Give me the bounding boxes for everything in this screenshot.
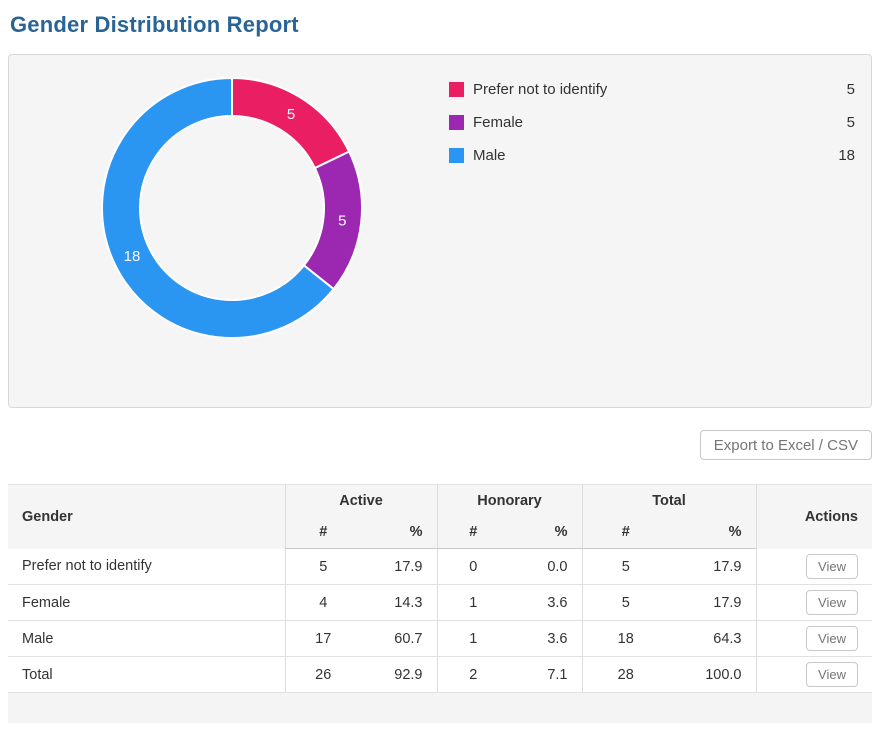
column-header-honorary: Honorary (437, 485, 582, 517)
table-footer (8, 693, 872, 723)
donut-chart: 5 5 18 (9, 55, 473, 408)
donut-segment-value: 18 (124, 248, 141, 265)
legend-label: Prefer not to identify (473, 81, 847, 98)
actions-cell: View (756, 657, 872, 693)
column-header-active: Active (285, 485, 437, 517)
column-header-total: Total (582, 485, 756, 517)
gender-cell: Total (8, 657, 285, 693)
actions-cell: View (756, 585, 872, 621)
legend-swatch (449, 115, 464, 130)
donut-segment-prefer-not-to-identify[interactable] (232, 78, 349, 168)
chart-legend: Prefer not to identify5Female5Male18 (449, 73, 855, 172)
total-count-cell: 5 (582, 585, 669, 621)
view-button[interactable]: View (806, 590, 858, 615)
gender-cell: Prefer not to identify (8, 549, 285, 585)
table-row-female: Female414.313.6517.9 View (8, 585, 872, 621)
total-percent-cell: 100.0 (669, 657, 756, 693)
legend-label: Female (473, 114, 847, 131)
actions-cell: View (756, 549, 872, 585)
active-count-cell: 5 (285, 549, 361, 585)
honorary-count-cell: 1 (437, 621, 509, 657)
subheader-active-count: # (285, 517, 361, 549)
honorary-percent-cell: 7.1 (509, 657, 582, 693)
legend-item-male[interactable]: Male18 (449, 139, 855, 172)
total-count-cell: 5 (582, 549, 669, 585)
honorary-percent-cell: 0.0 (509, 549, 582, 585)
honorary-percent-cell: 3.6 (509, 621, 582, 657)
legend-item-female[interactable]: Female5 (449, 106, 855, 139)
table-row-total: Total2692.927.128100.0 View (8, 657, 872, 693)
column-header-gender: Gender (8, 485, 285, 549)
legend-label: Male (473, 147, 838, 164)
table-row-male: Male1760.713.61864.3 View (8, 621, 872, 657)
legend-value: 5 (847, 114, 855, 131)
active-percent-cell: 92.9 (361, 657, 437, 693)
active-count-cell: 4 (285, 585, 361, 621)
active-percent-cell: 17.9 (361, 549, 437, 585)
honorary-percent-cell: 3.6 (509, 585, 582, 621)
view-button[interactable]: View (806, 662, 858, 687)
subheader-total-count: # (582, 517, 669, 549)
donut-segment-value: 5 (338, 212, 346, 229)
actions-cell: View (756, 621, 872, 657)
gender-distribution-table: Gender Active Honorary Total Actions # %… (8, 484, 872, 723)
active-count-cell: 17 (285, 621, 361, 657)
column-header-actions: Actions (756, 485, 872, 549)
honorary-count-cell: 0 (437, 549, 509, 585)
active-percent-cell: 14.3 (361, 585, 437, 621)
chart-panel: 5518 Prefer not to identify5Female5Male1… (8, 54, 872, 408)
export-to-excel-csv-button[interactable]: Export to Excel / CSV (700, 430, 872, 460)
subheader-active-percent: % (361, 517, 437, 549)
subheader-honorary-count: # (437, 517, 509, 549)
legend-value: 5 (847, 81, 855, 98)
honorary-count-cell: 1 (437, 585, 509, 621)
export-row: Export to Excel / CSV (8, 430, 872, 460)
active-percent-cell: 60.7 (361, 621, 437, 657)
gender-cell: Male (8, 621, 285, 657)
total-percent-cell: 64.3 (669, 621, 756, 657)
total-count-cell: 18 (582, 621, 669, 657)
total-count-cell: 28 (582, 657, 669, 693)
honorary-count-cell: 2 (437, 657, 509, 693)
legend-swatch (449, 148, 464, 163)
page-title: Gender Distribution Report (8, 0, 872, 54)
donut-segment-value: 5 (287, 106, 295, 123)
donut-segment-female[interactable] (304, 152, 362, 289)
view-button[interactable]: View (806, 626, 858, 651)
legend-value: 18 (838, 147, 855, 164)
subheader-honorary-percent: % (509, 517, 582, 549)
table-body: Prefer not to identify517.900.0517.9View… (8, 549, 872, 693)
table-row-prefer-not-to-identify: Prefer not to identify517.900.0517.9View (8, 549, 872, 585)
subheader-total-percent: % (669, 517, 756, 549)
view-button[interactable]: View (806, 554, 858, 579)
total-percent-cell: 17.9 (669, 585, 756, 621)
active-count-cell: 26 (285, 657, 361, 693)
total-percent-cell: 17.9 (669, 549, 756, 585)
legend-swatch (449, 82, 464, 97)
legend-item-prefer-not-to-identify[interactable]: Prefer not to identify5 (449, 73, 855, 106)
gender-cell: Female (8, 585, 285, 621)
